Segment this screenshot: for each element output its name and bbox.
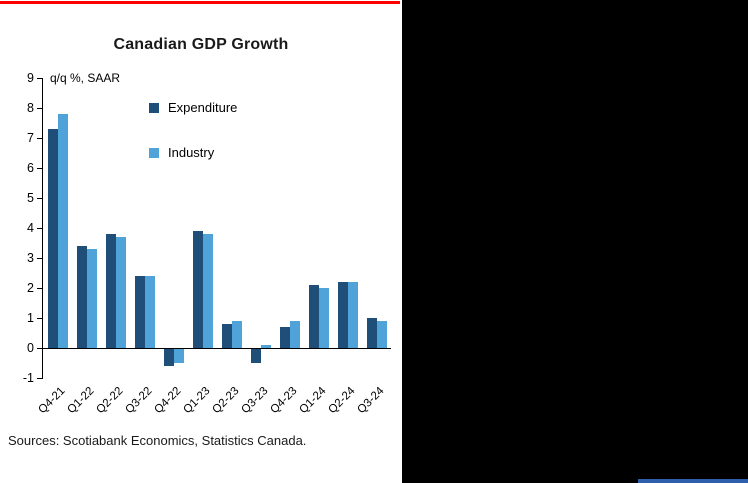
y-tick-label: 2 [27,281,34,295]
bar-industry [86,249,97,348]
bar-expenditure [221,324,232,348]
y-tick-mark [37,378,43,379]
y-tick-mark [37,348,43,349]
bar-industry [57,114,68,348]
bar-industry [202,234,213,348]
bar-expenditure [366,318,377,348]
legend-item-expenditure: Expenditure [149,100,237,115]
bar-expenditure [134,276,145,348]
legend-swatch-industry [149,147,159,158]
bar-industry [144,276,155,348]
y-tick-label: -1 [22,371,34,385]
bar-expenditure [76,246,87,348]
y-tick-label: 7 [27,131,34,145]
bar-expenditure [337,282,348,348]
legend-label-industry: Industry [168,145,215,160]
bar-expenditure [279,327,290,348]
bottom-blue-rule [638,479,748,483]
sources-note: Sources: Scotiabank Economics, Statistic… [8,433,307,448]
bar-industry [231,321,242,348]
bar-industry [347,282,358,348]
x-axis-labels: Q4-21 Q1-22 Q2-22 Q3-22 Q4-22 Q1-23 Q2-23 Q3-23… [36,383,390,438]
y-axis-labels: 9 8 7 6 5 4 3 2 1 0 -1 [0,71,36,385]
y-tick-mark [37,168,43,169]
bar-industry [289,321,300,348]
chart-panel: Canadian GDP Growth 9 8 7 6 5 4 3 2 1 0 -1 q/q %, … [0,1,400,448]
y-tick-mark [37,318,43,319]
bar-expenditure [250,348,261,363]
y-tick-mark [37,228,43,229]
bar-expenditure [163,348,174,366]
legend-item-industry: Industry [149,145,237,160]
y-tick-mark [37,78,43,79]
y-tick-label: 5 [27,191,34,205]
bar-industry [173,348,184,363]
y-tick-mark [37,108,43,109]
zero-axis-line [43,348,391,349]
right-black-panel [402,0,748,483]
bar-expenditure [308,285,319,348]
chart-title: Canadian GDP Growth [113,36,289,53]
y-tick-label: 4 [27,221,34,235]
bar-expenditure [105,234,116,348]
y-tick-label: 6 [27,161,34,175]
bar-expenditure [47,129,58,348]
y-tick-mark [37,288,43,289]
y-tick-label: 9 [27,71,34,85]
top-red-rule [0,1,400,4]
bar-industry [260,345,271,348]
bar-expenditure [192,231,203,348]
bar-industry [376,321,387,348]
legend: Expenditure Industry [149,100,237,160]
y-tick-mark [37,198,43,199]
y-tick-label: 3 [27,251,34,265]
y-tick-label: 8 [27,101,34,115]
bar-industry [318,288,329,348]
legend-label-expenditure: Expenditure [168,100,238,115]
y-tick-mark [37,138,43,139]
y-tick-mark [37,258,43,259]
y-tick-label: 0 [27,341,34,355]
y-tick-label: 1 [27,311,34,325]
plot-area: q/q %, SAAR Expenditure Industry [37,71,391,379]
bar-industry [115,237,126,348]
axis-note: q/q %, SAAR [50,71,121,85]
legend-swatch-expenditure [149,102,159,113]
